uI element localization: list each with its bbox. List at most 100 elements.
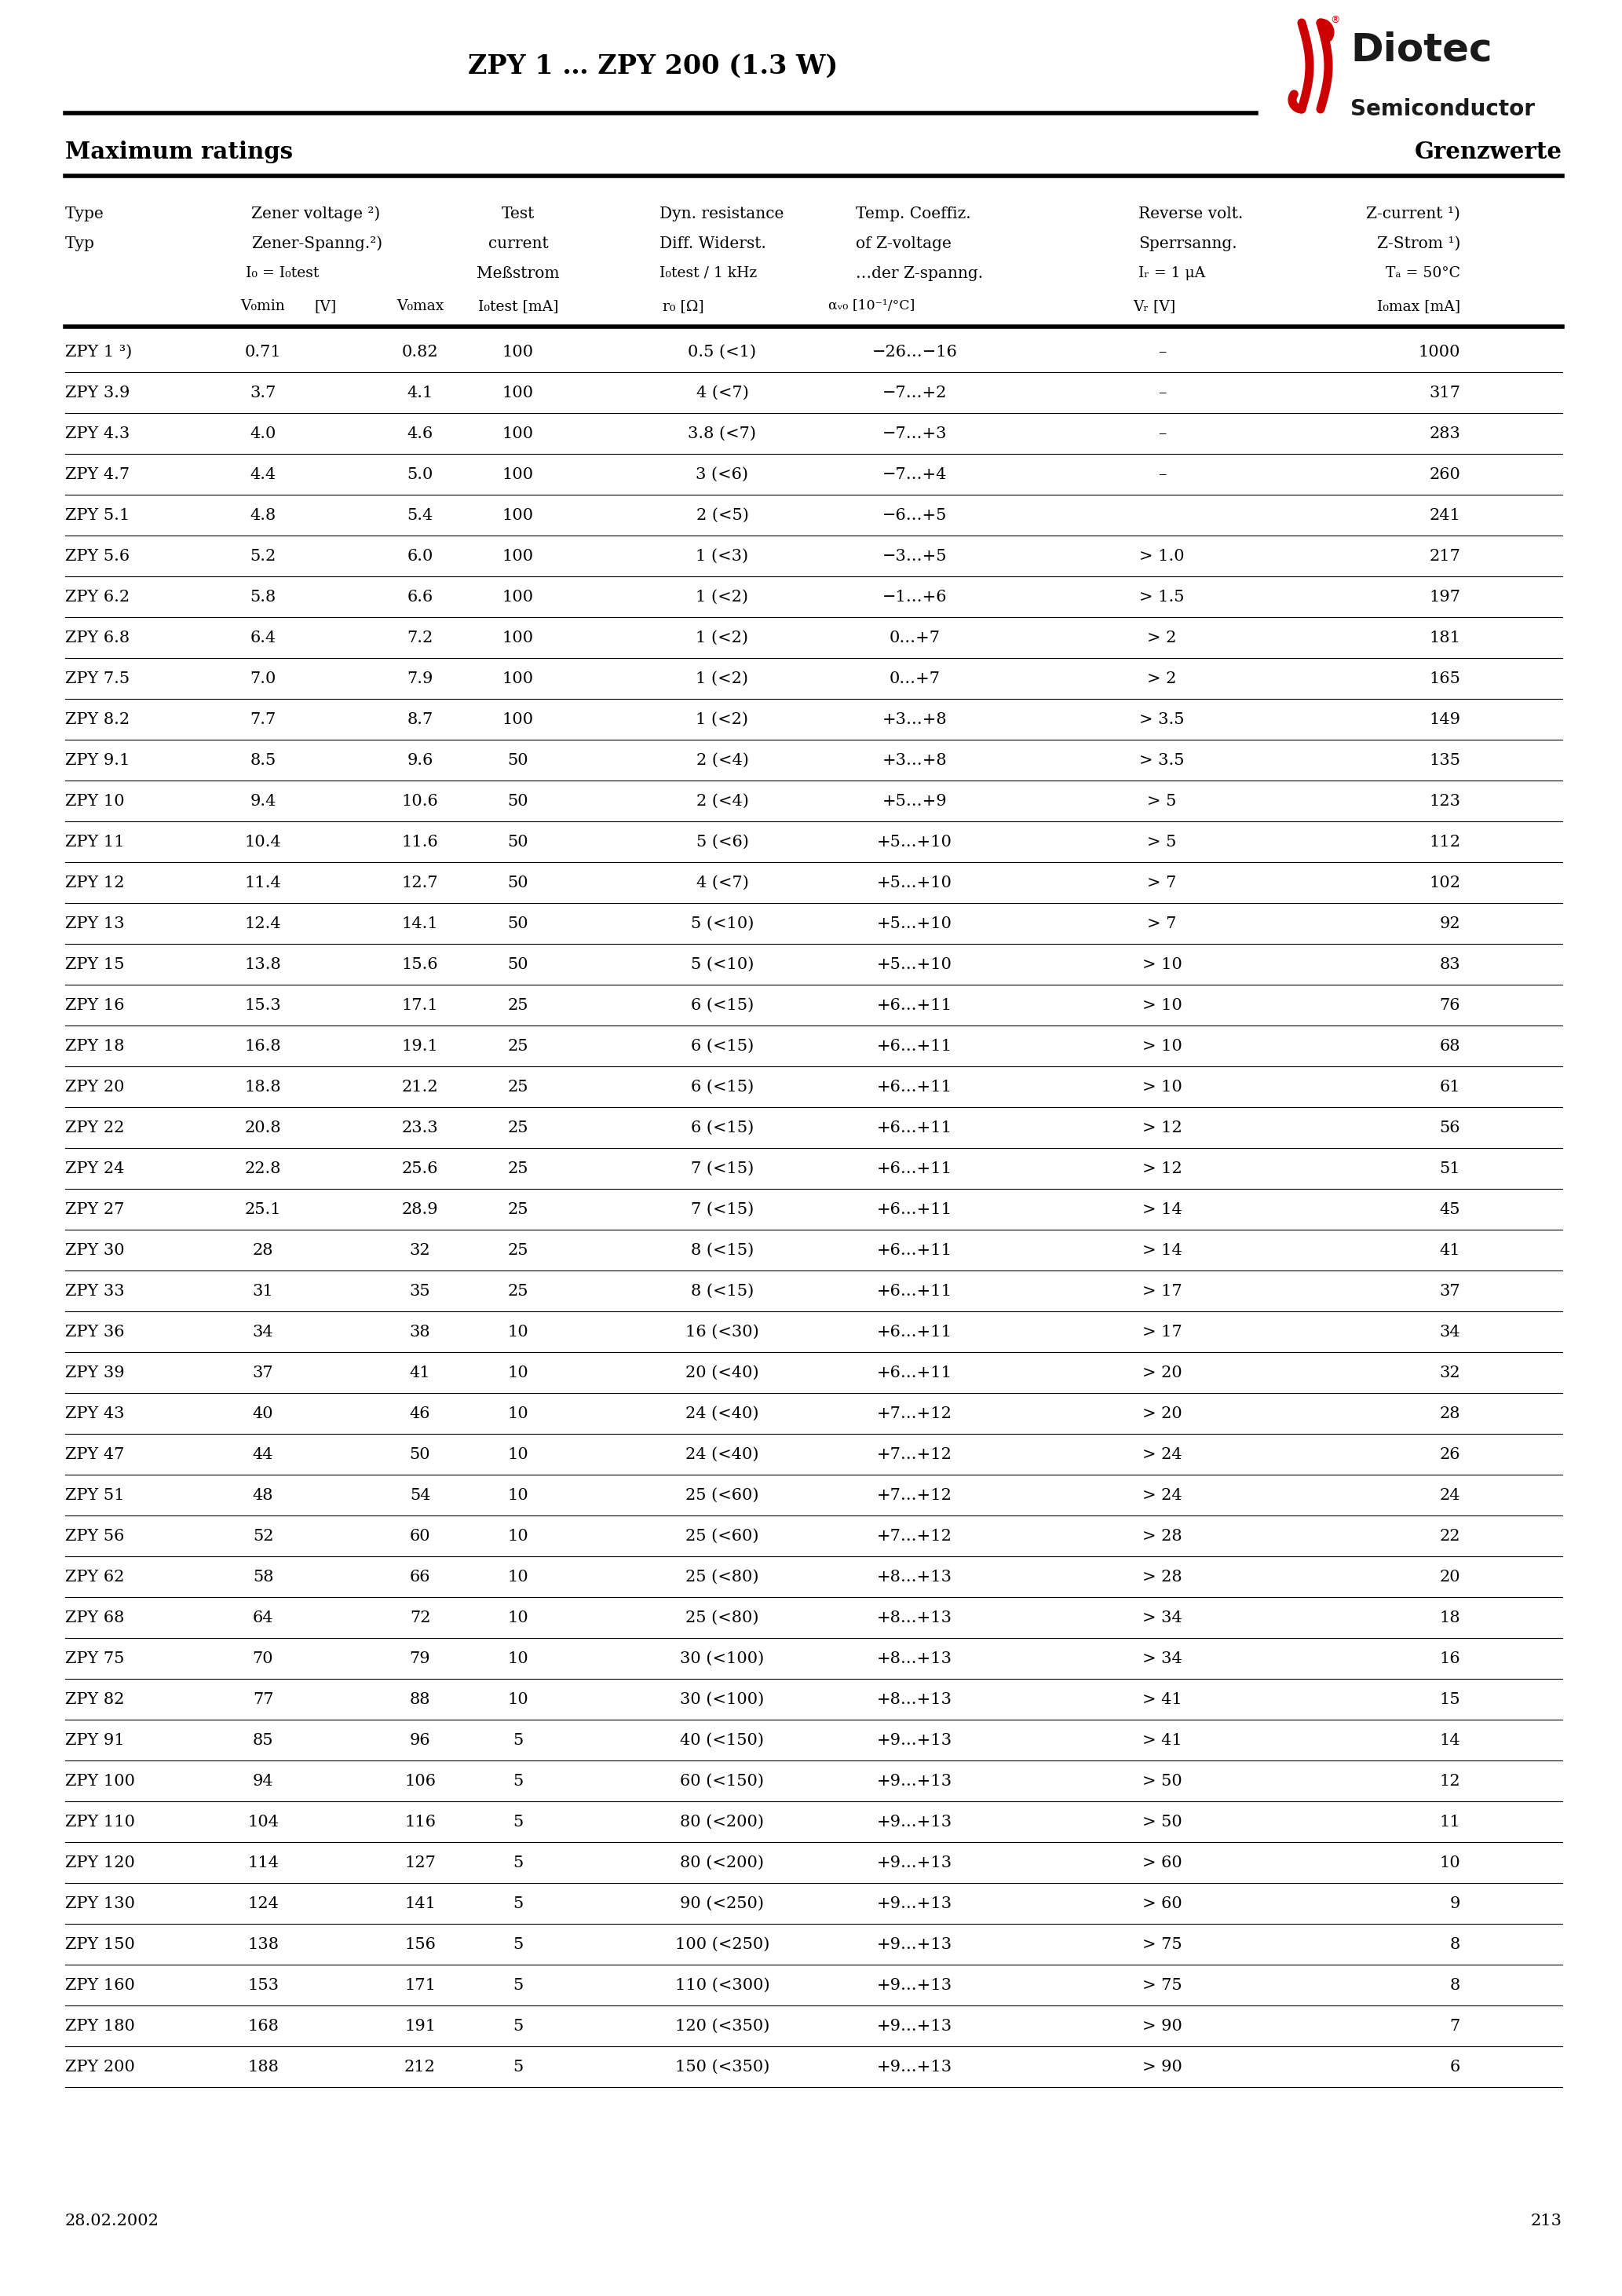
Text: Z-current ¹): Z-current ¹) [1366,207,1460,220]
Text: 34: 34 [253,1325,274,1339]
Text: ZPY 91: ZPY 91 [65,1733,125,1747]
Text: ZPY 22: ZPY 22 [65,1120,125,1134]
Text: 10: 10 [508,1325,529,1339]
Text: 217: 217 [1429,549,1460,563]
Text: 24: 24 [1439,1488,1460,1502]
Text: 6.6: 6.6 [407,590,433,604]
Text: 31: 31 [253,1283,274,1300]
Text: ZPY 100: ZPY 100 [65,1773,135,1789]
Text: ®: ® [1330,16,1340,25]
Text: +3…+8: +3…+8 [882,753,947,767]
Text: 6 (<15): 6 (<15) [691,1038,754,1054]
Text: 8 (<15): 8 (<15) [691,1242,754,1258]
Text: +6…+11: +6…+11 [878,1079,952,1095]
Text: 7.2: 7.2 [407,631,433,645]
Text: 197: 197 [1429,590,1460,604]
Text: 10: 10 [508,1446,529,1463]
Text: 25 (<60): 25 (<60) [686,1488,759,1502]
Text: +9…+13: +9…+13 [878,1977,952,1993]
Text: +9…+13: +9…+13 [878,1773,952,1789]
Text: 7 (<15): 7 (<15) [691,1203,754,1217]
Text: 20 (<40): 20 (<40) [686,1366,759,1380]
Text: ZPY 4.7: ZPY 4.7 [65,466,130,482]
Text: ZPY 56: ZPY 56 [65,1529,125,1543]
Text: 212: 212 [404,2060,436,2073]
Text: 25 (<80): 25 (<80) [686,1609,759,1626]
Text: 1000: 1000 [1418,344,1460,360]
Text: 4.8: 4.8 [250,507,276,523]
Text: > 24: > 24 [1142,1488,1182,1502]
Text: 25.1: 25.1 [245,1203,281,1217]
Text: –: – [1158,427,1166,441]
Text: 149: 149 [1429,712,1460,728]
Text: 22.8: 22.8 [245,1162,281,1176]
Text: 50: 50 [508,875,529,891]
Text: 50: 50 [508,833,529,850]
Text: 5 (<6): 5 (<6) [696,833,748,850]
Text: > 17: > 17 [1142,1283,1182,1300]
Text: > 24: > 24 [1142,1446,1182,1463]
Text: ZPY 1 … ZPY 200 (1.3 W): ZPY 1 … ZPY 200 (1.3 W) [467,53,839,78]
Text: 16 (<30): 16 (<30) [686,1325,759,1339]
Text: V₀min: V₀min [240,298,285,312]
Text: ZPY 6.2: ZPY 6.2 [65,590,130,604]
Text: +8…+13: +8…+13 [878,1609,952,1626]
Text: 153: 153 [247,1977,279,1993]
Text: +5…+10: +5…+10 [878,875,952,891]
Text: +9…+13: +9…+13 [878,1855,952,1871]
Text: 18.8: 18.8 [245,1079,281,1095]
Text: 112: 112 [1429,833,1460,850]
Text: Test: Test [501,207,535,220]
Text: 5: 5 [513,1896,524,1910]
Text: 7.9: 7.9 [407,670,433,687]
Text: +7…+12: +7…+12 [878,1488,952,1502]
Text: 5.4: 5.4 [407,507,433,523]
Text: −3…+5: −3…+5 [882,549,947,563]
Text: +7…+12: +7…+12 [878,1446,952,1463]
Text: Tₐ = 50°C: Tₐ = 50°C [1385,266,1460,280]
Text: ZPY 12: ZPY 12 [65,875,125,891]
Text: ZPY 4.3: ZPY 4.3 [65,427,130,441]
Text: 92: 92 [1439,916,1460,932]
Text: 40 (<150): 40 (<150) [680,1733,764,1747]
Text: 90 (<250): 90 (<250) [680,1896,764,1910]
Text: 83: 83 [1439,957,1460,971]
Text: 165: 165 [1429,670,1460,687]
Text: 25 (<60): 25 (<60) [686,1529,759,1543]
Text: > 1.5: > 1.5 [1139,590,1184,604]
Text: > 28: > 28 [1142,1570,1182,1584]
Text: 35: 35 [410,1283,430,1300]
Text: ZPY 5.1: ZPY 5.1 [65,507,130,523]
Text: 22: 22 [1439,1529,1460,1543]
Text: ZPY 160: ZPY 160 [65,1977,135,1993]
Text: 30 (<100): 30 (<100) [680,1692,764,1706]
Text: > 28: > 28 [1142,1529,1182,1543]
Text: 100: 100 [503,712,534,728]
Text: +6…+11: +6…+11 [878,1038,952,1054]
Text: +6…+11: +6…+11 [878,1203,952,1217]
Text: > 34: > 34 [1142,1651,1182,1667]
Text: 2 (<4): 2 (<4) [696,753,748,767]
Text: 156: 156 [404,1938,436,1952]
Text: 11.4: 11.4 [245,875,281,891]
Text: 61: 61 [1439,1079,1460,1095]
Text: ZPY 110: ZPY 110 [65,1814,135,1830]
Text: > 3.5: > 3.5 [1139,712,1184,728]
Text: 25: 25 [508,1203,529,1217]
Text: +3…+8: +3…+8 [882,712,947,728]
Text: 13.8: 13.8 [245,957,281,971]
Text: Diff. Widerst.: Diff. Widerst. [660,236,766,250]
Text: 10: 10 [508,1488,529,1502]
Text: 1 (<2): 1 (<2) [696,712,749,728]
Text: +6…+11: +6…+11 [878,1366,952,1380]
Text: Diotec: Diotec [1351,32,1492,69]
Text: Iᵣ = 1 μA: Iᵣ = 1 μA [1139,266,1205,280]
Text: 48: 48 [253,1488,274,1502]
Text: 6: 6 [1450,2060,1460,2073]
Text: 100: 100 [503,466,534,482]
Text: −7…+4: −7…+4 [882,466,947,482]
Text: ZPY 180: ZPY 180 [65,2018,135,2034]
Text: +6…+11: +6…+11 [878,1162,952,1176]
Text: +9…+13: +9…+13 [878,1938,952,1952]
Text: > 75: > 75 [1142,1977,1182,1993]
